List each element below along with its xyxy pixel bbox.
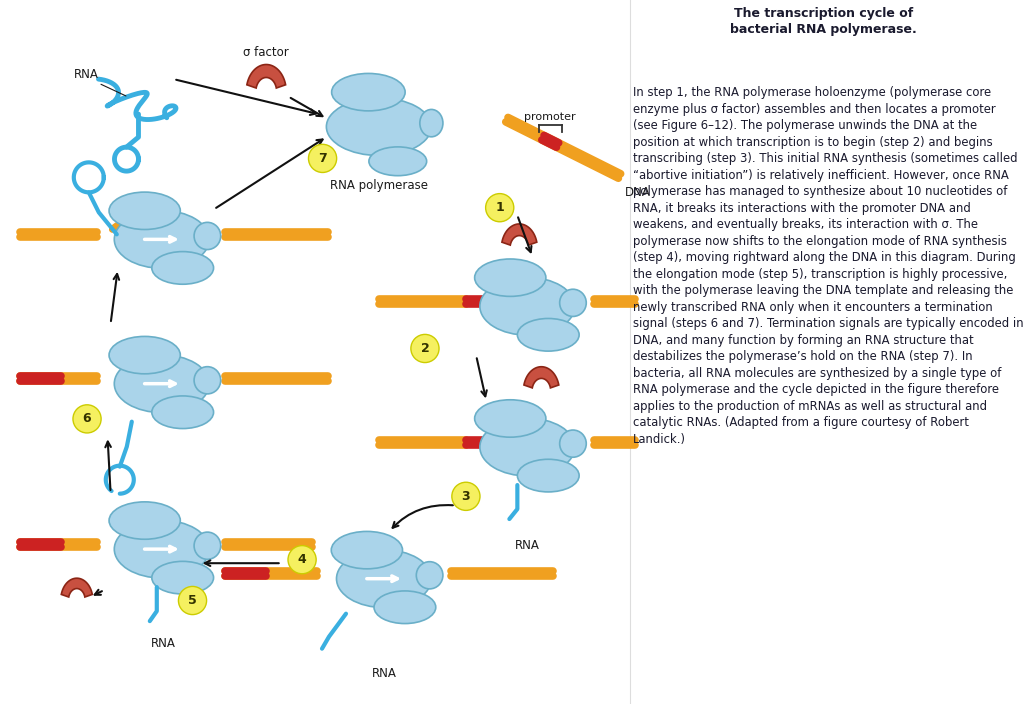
- Polygon shape: [524, 367, 559, 388]
- Text: In step 1, the RNA polymerase holoenzyme (polymerase core enzyme plus σ factor) : In step 1, the RNA polymerase holoenzyme…: [633, 87, 1023, 446]
- Circle shape: [288, 546, 316, 574]
- Ellipse shape: [115, 355, 209, 413]
- Ellipse shape: [560, 289, 587, 316]
- Ellipse shape: [480, 277, 574, 335]
- Text: RNA: RNA: [372, 667, 396, 679]
- Ellipse shape: [152, 396, 214, 429]
- Text: 2: 2: [421, 342, 429, 355]
- Polygon shape: [247, 65, 286, 88]
- Ellipse shape: [560, 430, 587, 457]
- Ellipse shape: [110, 502, 180, 539]
- Text: promoter: promoter: [524, 113, 577, 122]
- Text: 3: 3: [462, 490, 470, 503]
- Ellipse shape: [152, 561, 214, 594]
- Text: 1: 1: [496, 201, 504, 214]
- Circle shape: [452, 482, 480, 510]
- Text: σ factor: σ factor: [244, 46, 289, 58]
- Ellipse shape: [475, 259, 546, 296]
- Text: RNA: RNA: [515, 539, 540, 552]
- Ellipse shape: [420, 109, 443, 137]
- Ellipse shape: [337, 550, 431, 608]
- Ellipse shape: [152, 251, 214, 284]
- Text: RNA polymerase: RNA polymerase: [330, 179, 428, 191]
- Circle shape: [178, 586, 207, 615]
- Ellipse shape: [480, 418, 574, 476]
- Ellipse shape: [517, 459, 580, 492]
- Circle shape: [73, 405, 101, 433]
- Ellipse shape: [369, 147, 427, 176]
- Text: RNA: RNA: [74, 68, 99, 81]
- Text: 4: 4: [298, 553, 306, 566]
- Polygon shape: [61, 578, 92, 597]
- Ellipse shape: [517, 318, 580, 351]
- Ellipse shape: [327, 98, 431, 156]
- Circle shape: [485, 194, 514, 222]
- Ellipse shape: [115, 520, 209, 578]
- Ellipse shape: [475, 400, 546, 437]
- Text: 6: 6: [83, 413, 91, 425]
- Text: DNA: DNA: [625, 186, 650, 199]
- Ellipse shape: [195, 222, 221, 249]
- Ellipse shape: [332, 73, 406, 111]
- Ellipse shape: [110, 192, 180, 230]
- Ellipse shape: [195, 532, 221, 559]
- Ellipse shape: [195, 367, 221, 394]
- Circle shape: [308, 144, 337, 172]
- Polygon shape: [502, 224, 537, 245]
- Ellipse shape: [332, 532, 402, 569]
- Text: RNA: RNA: [152, 637, 176, 650]
- Text: 5: 5: [188, 594, 197, 607]
- Text: 7: 7: [318, 152, 327, 165]
- Text: The transcription cycle of
bacterial RNA polymerase.: The transcription cycle of bacterial RNA…: [730, 7, 916, 36]
- Circle shape: [411, 334, 439, 363]
- Ellipse shape: [115, 210, 209, 268]
- Ellipse shape: [417, 562, 443, 589]
- Ellipse shape: [374, 591, 436, 624]
- Ellipse shape: [110, 337, 180, 374]
